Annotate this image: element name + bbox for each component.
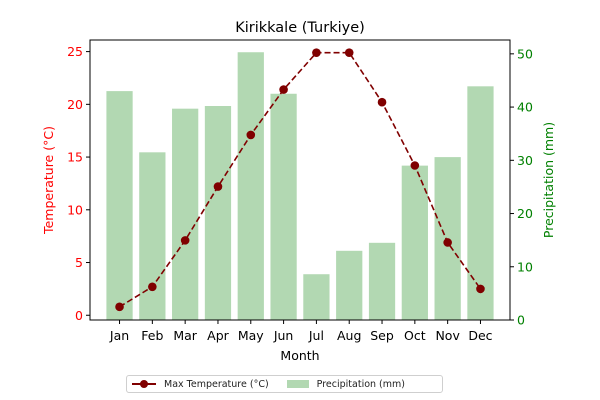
left-tick-label: 5 xyxy=(75,255,83,270)
precip-bar-oct xyxy=(401,165,428,320)
left-tick-label: 15 xyxy=(67,150,83,165)
precip-bar-jan xyxy=(106,91,133,320)
x-tick-label: Feb xyxy=(141,328,163,343)
temp-point-jun xyxy=(279,85,288,94)
temp-point-jul xyxy=(312,48,321,57)
precip-bar-sep xyxy=(368,242,396,320)
precip-bar-jul xyxy=(303,274,330,320)
temp-point-apr xyxy=(213,182,223,191)
x-tick-label: Dec xyxy=(468,328,492,343)
legend-bar-swatch-icon xyxy=(286,380,309,388)
precip-bar-aug xyxy=(336,250,363,320)
precip-bar-mar xyxy=(172,108,199,320)
right-tick-label: 40 xyxy=(517,100,533,115)
right-tick-label: 20 xyxy=(517,206,533,221)
x-axis-label: Month xyxy=(280,348,319,363)
left-tick-label: 10 xyxy=(67,202,83,217)
left-tick-label: 25 xyxy=(67,44,83,59)
temp-point-jan xyxy=(115,302,124,312)
left-y-axis: 0 5 10 15 20 25 xyxy=(67,44,90,323)
precip-bar-jun xyxy=(270,93,297,321)
precip-bar-dec xyxy=(467,86,494,320)
temp-point-aug xyxy=(344,48,354,57)
x-tick-label: Oct xyxy=(404,328,426,343)
temp-point-mar xyxy=(180,236,190,245)
right-tick-label: 0 xyxy=(517,313,525,328)
plot-frame xyxy=(89,39,511,321)
legend: Max Temperature (°C) Precipitation (mm) xyxy=(126,375,443,393)
left-tick-label: 20 xyxy=(67,97,83,112)
temperature-line-series xyxy=(115,48,485,312)
precip-bar-may xyxy=(237,52,264,320)
x-axis: Jan Feb Mar Apr May Jun Jul Aug Sep Oct Nov Dec xyxy=(109,320,493,343)
legend-line-marker-icon xyxy=(132,379,156,389)
temp-point-nov xyxy=(443,238,452,247)
x-tick-label: Jul xyxy=(308,328,324,343)
precip-bar-feb xyxy=(139,152,166,320)
right-y-axis: 0 10 20 30 40 50 xyxy=(510,46,533,328)
right-tick-label: 30 xyxy=(517,153,533,168)
x-tick-label: May xyxy=(238,328,264,343)
chart-title: Kirikkale (Turkiye) xyxy=(235,20,365,36)
legend-item-temperature: Max Temperature (°C) xyxy=(132,379,269,390)
left-y-axis-label: Temperature (°C) xyxy=(41,126,56,235)
temp-point-sep xyxy=(377,97,387,107)
precipitation-bars xyxy=(106,52,494,321)
temp-point-oct xyxy=(410,161,420,170)
precip-bar-apr xyxy=(204,106,232,321)
x-tick-label: Mar xyxy=(173,328,197,343)
right-tick-label: 10 xyxy=(517,259,533,274)
temp-point-feb xyxy=(148,282,157,292)
x-tick-label: Nov xyxy=(435,328,460,343)
x-tick-label: Aug xyxy=(337,328,361,343)
left-tick-label: 0 xyxy=(75,308,83,323)
legend-item-precipitation: Precipitation (mm) xyxy=(286,378,405,390)
right-y-axis-label: Precipitation (mm) xyxy=(541,122,556,238)
x-tick-label: Sep xyxy=(370,328,394,343)
x-tick-label: Jan xyxy=(109,328,129,343)
x-tick-label: Apr xyxy=(207,328,229,343)
temp-point-may xyxy=(246,130,256,140)
right-tick-label: 50 xyxy=(517,46,533,61)
legend-label-temperature: Max Temperature (°C) xyxy=(164,378,269,390)
x-tick-label: Jun xyxy=(273,328,294,343)
legend-label-precipitation: Precipitation (mm) xyxy=(316,378,405,390)
temp-point-dec xyxy=(476,284,485,294)
temperature-line xyxy=(119,51,482,308)
